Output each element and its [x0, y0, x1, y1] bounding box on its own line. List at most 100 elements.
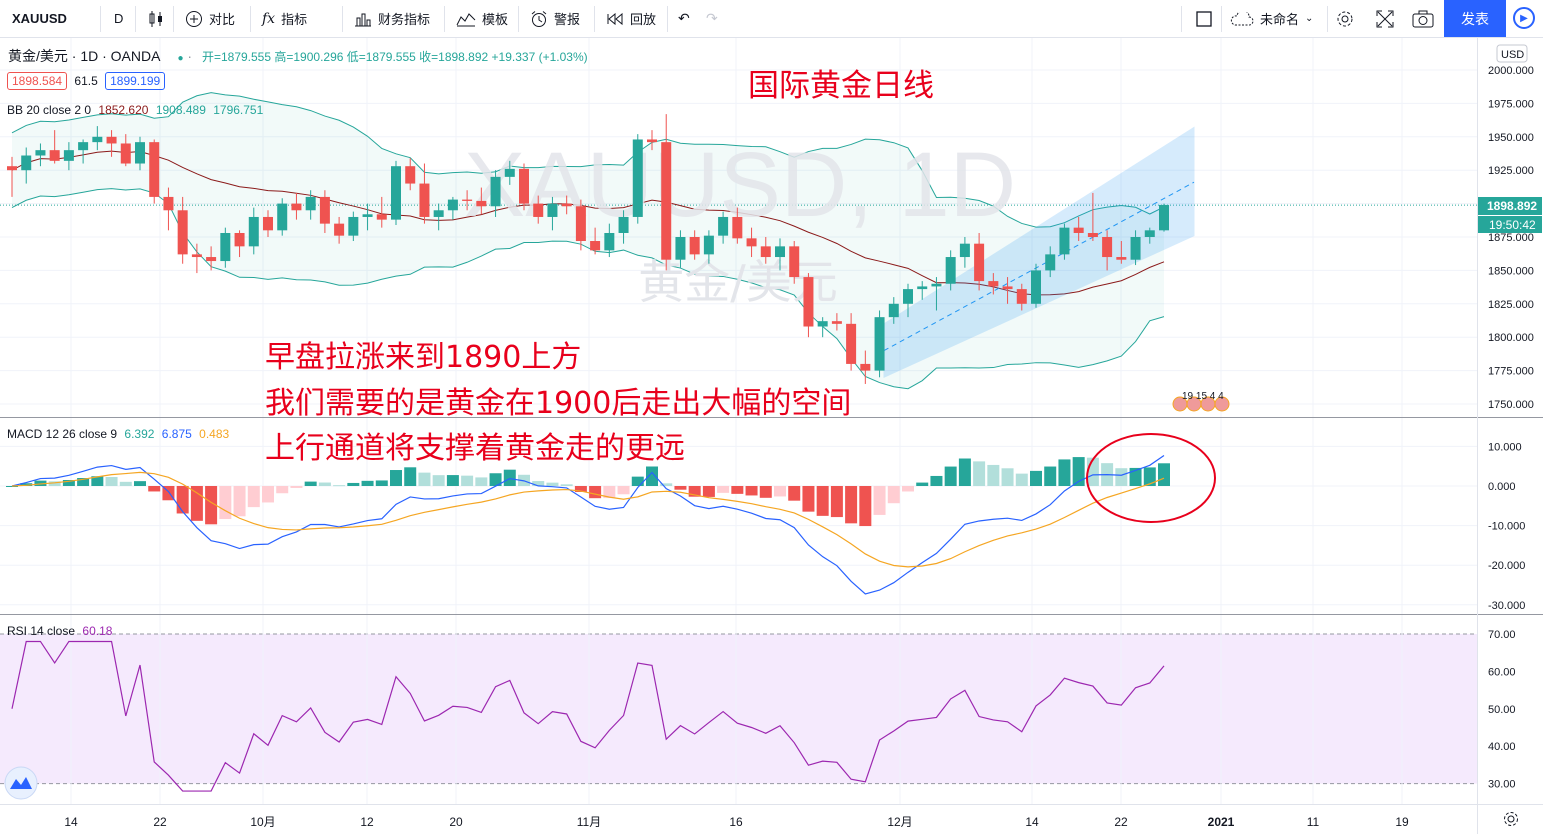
price-tick-label: 1875.000 — [1488, 232, 1534, 244]
macd-histogram-bar — [446, 475, 459, 486]
candle — [519, 163, 529, 211]
chart-canvas[interactable]: XAUUSD, 1D 黄金/美元 2000.0001975.0001950.00… — [0, 38, 1543, 834]
ask-price[interactable]: 1899.199 — [105, 72, 166, 90]
undo-button[interactable]: ↶ — [678, 0, 690, 37]
macd-histogram-bar — [6, 486, 18, 487]
macd-histogram-bar — [788, 486, 801, 501]
candle — [149, 139, 160, 204]
candle — [376, 196, 387, 228]
candle — [92, 126, 103, 151]
annotation-line-3: 上行通道将支撑着黄金走的更远 — [265, 431, 685, 466]
fullscreen-layout-button[interactable] — [1196, 0, 1212, 37]
macd-histogram-bar — [759, 486, 772, 498]
financials-button[interactable]: 财务指标 — [354, 0, 430, 37]
rsi-tick-label: 40.00 — [1488, 741, 1516, 753]
alarm-clock-icon — [531, 10, 547, 27]
interval-button[interactable]: D — [114, 0, 123, 37]
alerts-button[interactable]: 警报 — [530, 0, 580, 37]
price-tick-label: 1825.000 — [1488, 299, 1534, 311]
macd-histogram-bar — [318, 482, 331, 486]
layout-name-label: 未命名 — [1260, 12, 1300, 27]
candle — [974, 232, 985, 291]
candle — [661, 114, 672, 271]
candles-icon — [149, 10, 162, 27]
candle — [945, 250, 956, 291]
time-tick-label: 12 — [360, 815, 374, 829]
more-dots-icon[interactable]: · — [187, 48, 193, 64]
candle — [263, 210, 273, 237]
candle — [305, 190, 316, 220]
symbol-label: XAUUSD — [12, 11, 67, 26]
compare-button[interactable]: 对比 — [185, 0, 235, 37]
macd-histogram-bar — [1115, 468, 1128, 486]
macd-histogram-bar — [973, 461, 986, 486]
currency-button[interactable] — [1496, 44, 1528, 63]
replay-button[interactable]: 回放 — [606, 0, 656, 37]
time-tick-label: 11 — [1307, 815, 1320, 829]
bb-legend[interactable]: BB 20 close 2 0 1852.620 1908.489 1796.7… — [7, 103, 263, 117]
alerts-label: 警报 — [554, 12, 581, 27]
candle — [1016, 283, 1027, 311]
candle — [789, 241, 800, 284]
macd-histogram-bar — [262, 486, 274, 503]
templates-button[interactable]: 模板 — [456, 0, 508, 37]
bb-fill — [12, 92, 1164, 389]
settings-button[interactable] — [1336, 0, 1354, 37]
financials-label: 财务指标 — [378, 12, 431, 27]
candle — [248, 207, 259, 255]
candle — [462, 190, 473, 211]
axis-settings-icon[interactable] — [1504, 812, 1518, 826]
macd-histogram-bar — [1044, 466, 1057, 486]
macd-histogram-bar — [404, 467, 417, 486]
time-tick-label: 11月 — [577, 815, 601, 829]
last-price-tag — [1478, 197, 1542, 215]
price-tick-label: 2000.000 — [1488, 65, 1534, 77]
macd-histogram-bar — [375, 480, 388, 486]
candle — [1087, 192, 1098, 242]
candle — [775, 238, 785, 271]
bb-basis-line — [11, 150, 1165, 296]
chart-type-button[interactable] — [148, 0, 164, 37]
macd-histogram-bar — [560, 484, 573, 486]
fullscreen-button[interactable] — [1376, 0, 1394, 37]
time-tick-label: 2021 — [1208, 815, 1235, 829]
ohlc-values: 开=1879.555 高=1900.296 低=1879.555 收=1898.… — [201, 50, 588, 64]
macd-histogram-bar — [347, 482, 360, 486]
snapshot-button[interactable] — [1412, 0, 1434, 37]
macd-tick-label: -20.000 — [1488, 560, 1525, 572]
time-tick-label: 22 — [153, 815, 167, 829]
layout-name-button[interactable]: 未命名 ⌄ — [1230, 0, 1313, 37]
candle — [21, 147, 32, 184]
candle — [874, 310, 885, 378]
candle — [604, 223, 615, 258]
indicators-button[interactable]: f𝑥 指标 — [262, 0, 307, 37]
bid-price[interactable]: 1898.584 — [7, 72, 68, 90]
undo-icon: ↶ — [678, 10, 690, 26]
candle — [334, 216, 345, 244]
candle — [291, 192, 302, 220]
macd-tick-label: 0.000 — [1488, 481, 1516, 493]
macd-histogram-bar — [1015, 473, 1028, 486]
macd-legend[interactable]: MACD 12 26 close 9 6.392 6.875 0.483 — [7, 427, 229, 441]
macd-histogram-bar — [1086, 457, 1099, 486]
rsi-legend[interactable]: RSI 14 close 60.18 — [7, 624, 112, 638]
macd-histogram-bar — [958, 458, 971, 486]
tradingview-logo[interactable] — [4, 766, 38, 800]
macd-histogram-bar — [916, 482, 929, 486]
candle — [78, 139, 89, 164]
symbol-search-button[interactable]: XAUUSD — [12, 0, 67, 37]
rsi-tick-label: 50.00 — [1488, 704, 1516, 716]
macd-histogram-bar — [646, 466, 658, 486]
symbol-legend[interactable]: 黄金/美元 · 1D · OANDA ● · 开=1879.555 高=1900… — [8, 46, 588, 66]
macd-histogram-bar — [631, 476, 644, 486]
macd-histogram-bar — [674, 486, 687, 490]
candle — [917, 281, 928, 300]
play-button[interactable]: ▶ — [1513, 7, 1535, 29]
publish-button[interactable]: 发表 — [1444, 0, 1506, 37]
redo-button[interactable]: ↷ — [706, 0, 718, 37]
countdown-tag — [1478, 216, 1542, 233]
time-tick-label: 10月 — [250, 815, 275, 829]
square-icon — [1196, 10, 1212, 27]
candle — [732, 207, 743, 244]
macd-histogram-bar — [503, 469, 516, 486]
